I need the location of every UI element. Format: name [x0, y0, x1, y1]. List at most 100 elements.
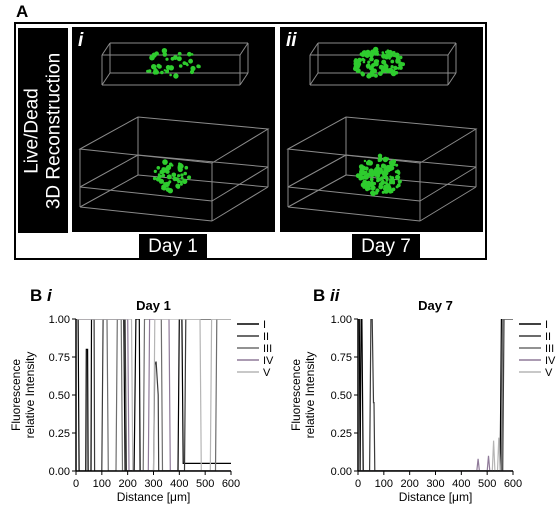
chart-day1: Day 1 0.00 0.25 0.50 0.75 1.00 0 100 200 300 400 50…: [9, 298, 274, 504]
reconstruction-image-day7: [280, 27, 483, 232]
live-cell: [196, 64, 201, 69]
live-cell: [396, 183, 401, 188]
live-cell: [380, 180, 385, 186]
live-cell: [391, 187, 396, 192]
day1-xtick-label: 400: [170, 478, 188, 490]
live-cell: [393, 65, 398, 71]
live-cell: [379, 176, 385, 181]
live-cell: [361, 57, 365, 61]
image-ii-roman: ii: [286, 30, 297, 51]
live-cell: [175, 183, 181, 189]
live-cell: [362, 60, 366, 64]
live-cell: [378, 71, 383, 76]
live-cell: [390, 65, 394, 69]
box-edge: [239, 42, 249, 56]
day7-ytick-label: 0.00: [331, 466, 352, 478]
box-edge: [309, 72, 319, 86]
live-cell: [188, 58, 193, 64]
live-cell: [184, 165, 189, 170]
day7-tag: Day 7: [352, 234, 420, 260]
live-cell: [391, 179, 395, 183]
day7-xtick-label: 300: [426, 478, 444, 490]
live-cell: [393, 159, 396, 163]
live-cell: [370, 190, 376, 197]
box-edge: [79, 174, 139, 208]
panel-b-i-letter: B: [30, 286, 43, 305]
live-cell: [171, 172, 177, 178]
live-cell: [384, 50, 388, 54]
day7-ylabel-line2: relative Intensity: [303, 352, 317, 439]
day7-ylabel: Fluorescence relative Intensity: [289, 352, 317, 439]
live-cell: [368, 66, 372, 70]
day7-legend-label: III: [545, 343, 554, 355]
box-edge: [101, 42, 111, 56]
live-cell: [172, 176, 178, 182]
box-edge: [447, 42, 457, 56]
live-cell: [381, 190, 385, 194]
live-cell: [358, 164, 364, 170]
live-cell: [151, 64, 157, 70]
side-label-line2: 3D Reconstruction: [43, 52, 65, 209]
box-edge: [447, 72, 457, 86]
reconstruction-render-day7: [286, 42, 478, 222]
live-cell: [366, 185, 371, 189]
live-cell: [187, 175, 192, 180]
live-cell: [161, 185, 167, 191]
live-cell: [362, 181, 366, 185]
day7-xtick-label: 500: [478, 478, 496, 490]
box-edge: [239, 72, 249, 86]
live-cell: [180, 173, 184, 177]
live-cell: [370, 72, 375, 77]
side-label-box: Live/Dead 3D Reconstruction: [18, 28, 68, 233]
live-cell: [376, 52, 380, 56]
day1-legend-label: I: [263, 319, 266, 331]
panel-b-ii-roman: ii: [330, 286, 340, 305]
live-cell: [369, 177, 374, 182]
day1-xtick-label: 0: [73, 478, 79, 490]
live-cell: [369, 170, 375, 176]
image-i-roman: i: [78, 30, 84, 51]
live-cell: [397, 179, 402, 184]
day7-xlabel: Distance [μm]: [399, 490, 473, 504]
live-cell: [182, 178, 188, 185]
panel-b-ii-heading: B ii: [313, 286, 339, 306]
side-label: Live/Dead 3D Reconstruction: [22, 28, 66, 233]
live-cell: [384, 64, 389, 69]
live-cell: [388, 160, 394, 165]
live-cell: [166, 69, 169, 73]
live-cell: [178, 64, 183, 68]
box-edge: [79, 154, 139, 188]
day7-xtick-label: 600: [504, 478, 522, 490]
live-cell: [374, 191, 379, 195]
live-cell: [381, 59, 387, 65]
day1-legend-label: IV: [263, 355, 274, 367]
live-cell: [189, 69, 195, 75]
live-cell: [360, 72, 365, 77]
day1-legend-label: II: [263, 331, 269, 343]
live-cell: [379, 64, 384, 70]
day1-xtick-label: 500: [196, 478, 214, 490]
day7-ylabel-line1: Fluorescence: [289, 359, 303, 431]
live-cell: [376, 173, 381, 178]
day7-series-1: [358, 319, 513, 471]
live-cell: [160, 70, 164, 75]
live-cell: [360, 175, 365, 180]
day7-ytick-label: 1.00: [331, 314, 352, 326]
live-cell: [398, 63, 403, 68]
live-cell: [165, 57, 169, 61]
live-cell: [386, 164, 390, 168]
box-edge: [309, 42, 319, 56]
live-cell: [353, 60, 358, 64]
live-cell: [366, 73, 372, 79]
live-cell: [372, 181, 377, 186]
day1-ytick-label: 0.75: [49, 352, 70, 364]
live-cell: [180, 176, 184, 180]
day7-title: Day 7: [418, 298, 453, 313]
box-edge: [78, 116, 270, 164]
panel-b-i-heading: B i: [30, 286, 52, 306]
box-edge: [286, 116, 478, 164]
live-cell: [163, 182, 167, 186]
live-cell: [177, 165, 183, 171]
live-cell: [389, 175, 392, 178]
chart-day7: Day 7 0.00 0.25 0.50 0.75 1.00 0 100 200 300 400 50…: [289, 298, 556, 504]
